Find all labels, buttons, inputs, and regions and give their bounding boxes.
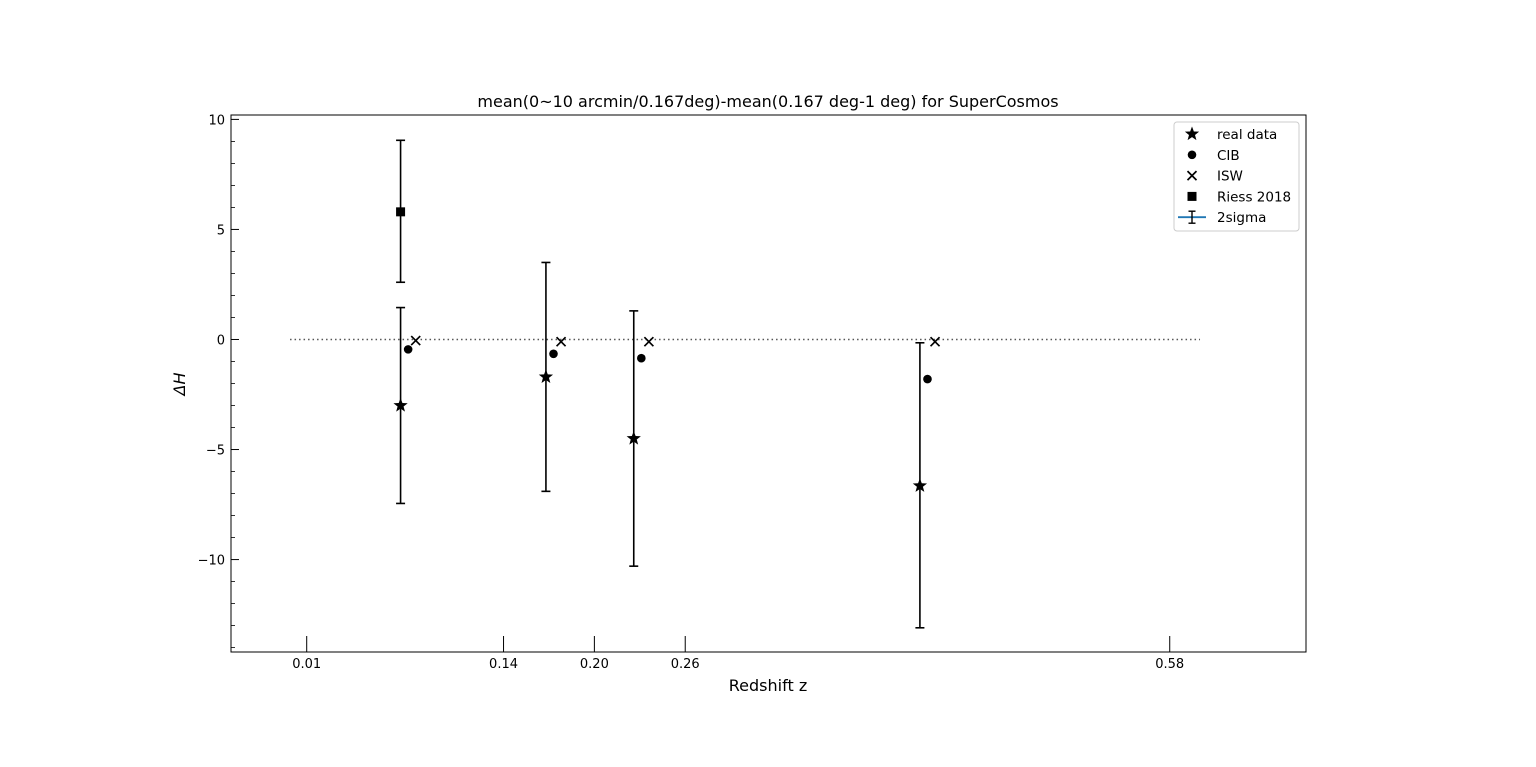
- legend-circle-icon: [1187, 150, 1197, 160]
- y-tick-label: −5: [206, 444, 225, 459]
- real-data-point: [538, 369, 554, 383]
- x-tick-label: 0.20: [580, 657, 609, 672]
- x-tick-label: 0.26: [671, 657, 700, 672]
- legend-label: CIB: [1217, 148, 1240, 164]
- legend-star-icon: [1184, 126, 1200, 141]
- real-data-point: [912, 478, 928, 492]
- isw-point: [643, 336, 654, 347]
- y-tick-label: −10: [198, 554, 225, 569]
- cib-point: [549, 349, 558, 359]
- y-tick-label: 0: [217, 333, 225, 348]
- isw-point: [410, 335, 421, 346]
- x-tick-label: 0.01: [292, 657, 321, 672]
- y-tick-label: 10: [208, 113, 225, 128]
- y-tick-label: 5: [217, 223, 225, 238]
- real-data-point: [626, 431, 641, 445]
- legend-box: [1173, 121, 1300, 232]
- legend: real data CIB ISW Riess 2018 2sigma: [1173, 121, 1300, 232]
- legend-label: Riess 2018: [1217, 189, 1291, 205]
- legend-label: 2sigma: [1217, 210, 1266, 226]
- real-data-point: [393, 398, 408, 412]
- legend-label: real data: [1217, 127, 1277, 143]
- axes-frame: [230, 114, 1307, 653]
- x-tick-label: 0.58: [1155, 657, 1184, 672]
- cib-point: [403, 345, 413, 354]
- cib-point: [637, 353, 646, 363]
- x-tick-label: 0.14: [489, 657, 518, 672]
- riess-2018-point: [396, 207, 406, 217]
- x-axis-label: Redshift z: [729, 676, 807, 695]
- isw-point: [929, 336, 941, 347]
- chart-title: mean(0~10 arcmin/0.167deg)-mean(0.167 de…: [477, 92, 1058, 111]
- isw-point: [555, 336, 567, 347]
- y-axis-label: ΔH: [170, 373, 189, 398]
- legend-label: ISW: [1217, 169, 1243, 185]
- legend-x-icon: [1186, 170, 1198, 181]
- legend-square-icon: [1187, 191, 1197, 201]
- plot-area: 0.01 0.14 0.20 0.26 0.58 10 5 0 −5 −10: [198, 113, 1307, 672]
- cib-point: [923, 374, 932, 384]
